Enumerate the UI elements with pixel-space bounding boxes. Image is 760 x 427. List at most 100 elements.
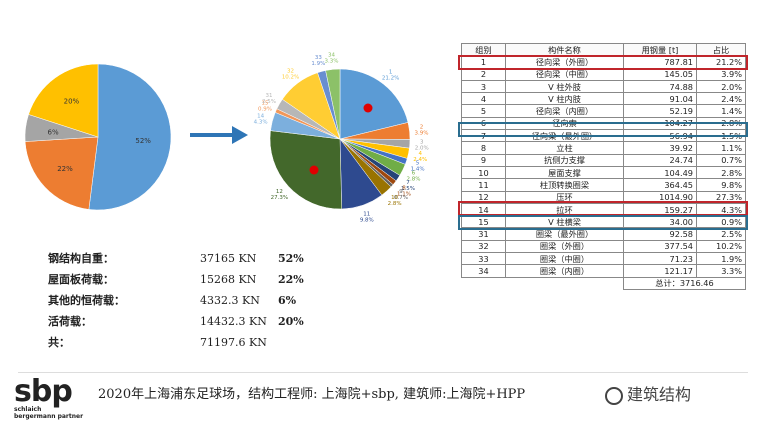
load-value: 15268 KN [200, 273, 257, 286]
slice-pct-label: 1.9% [311, 61, 325, 67]
slice-id-label: 7 [406, 180, 410, 186]
highlight-blue-row-6 [458, 122, 748, 137]
pie-slice [339, 68, 409, 140]
slice-pct-label: 3.9% [414, 130, 428, 136]
column-header: 构件名称 [505, 42, 624, 57]
table-cell: 34 [461, 264, 506, 278]
table-cell: 3 [461, 79, 506, 94]
table-cell: 24.74 [623, 153, 697, 167]
slice-pct-label: 3.3% [325, 58, 339, 64]
divider [18, 372, 748, 373]
table-cell: 52.19 [623, 104, 697, 118]
table-total: 总计：3716.46 [623, 276, 746, 290]
table-cell: V 柱外肢 [505, 79, 624, 94]
arrow-icon [190, 126, 248, 144]
load-label: 共： [48, 336, 70, 349]
table-cell: 抗侧力支撑 [505, 153, 624, 167]
slice-pct-label: 1.4% [411, 166, 425, 172]
slice-id-label: 14 [257, 113, 264, 119]
slice-id-label: 3 [420, 140, 424, 146]
slice-label: 6% [48, 128, 59, 136]
table-row: 32 圈梁（外圈） 377.54 10.2% [461, 239, 746, 254]
load-percent: 52% [278, 252, 304, 265]
table-cell: 3.3% [696, 264, 746, 278]
table-cell: 立柱 [505, 141, 624, 155]
table-cell: 0.7% [696, 153, 746, 167]
table-cell: 1.1% [696, 141, 746, 155]
table-cell: 2.4% [696, 92, 746, 106]
table-cell: 9.8% [696, 178, 746, 192]
logo-mark: sbp [14, 374, 73, 409]
logo-line1: schlaich [14, 406, 42, 413]
table-row: 33 圈梁（中圈） 71.23 1.9% [461, 252, 746, 266]
table-row: 34 圈梁（内圈） 121.17 3.3% [461, 264, 746, 278]
table-cell: 1.4% [696, 104, 746, 118]
table-cell: 4 [461, 92, 506, 106]
steel-table: 组别 构件名称 用钢量 [t] 占比 1 径向梁（外圈） 787.81 21.2% 2 径… [461, 42, 746, 290]
table-cell: 屋面支撑 [505, 165, 624, 180]
column-header: 用钢量 [t] [623, 42, 697, 57]
pie-chart-steel: 121.2%23.9%32.0%42.4%51.4%62.8%71.5%81.1… [254, 52, 429, 223]
table-row: 12 压环 1014.90 27.3% [461, 190, 746, 204]
table-cell: 5 [461, 104, 506, 118]
table-cell: 1.9% [696, 252, 746, 266]
table-cell: 圈梁（内圈） [505, 264, 624, 278]
table-cell: 柱顶转换圈梁 [505, 178, 624, 192]
table-cell: 9 [461, 153, 506, 167]
table-cell: 377.54 [623, 239, 697, 254]
load-label: 钢结构自重： [48, 252, 114, 265]
slice-pct-label: 10.2% [282, 75, 299, 81]
highlight-red-row-1 [458, 55, 748, 70]
load-value: 71197.6 KN [200, 336, 267, 349]
slice-pct-label: 9.8% [360, 217, 374, 223]
table-cell: 圈梁（外圈） [505, 239, 624, 254]
load-label: 活荷载： [48, 315, 92, 328]
slice-pct-label: 4.3% [254, 119, 268, 125]
slice-pct-label: 1.5% [401, 186, 415, 192]
load-value: 37165 KN [200, 252, 257, 265]
table-row: 5 径向梁（内圈） 52.19 1.4% [461, 104, 746, 118]
table-cell: V 柱内肢 [505, 92, 624, 106]
load-value: 4332.3 KN [200, 294, 260, 307]
table-cell: 74.88 [623, 79, 697, 94]
load-percent: 20% [278, 315, 304, 328]
load-percent: 6% [278, 294, 297, 307]
table-row: 9 抗侧力支撑 24.74 0.7% [461, 153, 746, 167]
pie-chart-loads: 52% 22% 6% 20% [24, 63, 172, 211]
slice-id-label: 4 [418, 151, 422, 157]
slice-pct-label: 2.4% [413, 157, 427, 163]
slice-id-label: 1 [389, 70, 393, 76]
wechat-icon [605, 386, 623, 405]
load-label: 屋面板荷载： [48, 273, 114, 286]
slice-id-label: 5 [416, 160, 420, 166]
table-row: 8 立柱 39.92 1.1% [461, 141, 746, 155]
table-cell: 圈梁（中圈） [505, 252, 624, 266]
highlight-red-row-12 [458, 201, 748, 216]
slice-label: 20% [64, 97, 80, 105]
table-header-row: 组别 构件名称 用钢量 [t] 占比 [461, 42, 746, 57]
pie-slice [88, 63, 172, 211]
slice-label: 52% [135, 137, 151, 145]
table-row: 15 V 柱横梁 34.00 0.9% [461, 215, 746, 229]
watermark: 建筑结构 [605, 381, 691, 405]
slice-id-label: 2 [420, 124, 424, 130]
load-value: 14432.3 KN [200, 315, 267, 328]
table-cell: 364.45 [623, 178, 697, 192]
sbp-logo: sbp schlaich bergermann partner [14, 374, 84, 421]
table-cell: 104.49 [623, 165, 697, 180]
table-body: 1 径向梁（外圈） 787.81 21.2% 2 径向梁（中圈） 145.05 3.9% 3 V … [461, 55, 746, 290]
slice-id-label: 8 [402, 185, 406, 191]
slice-pct-label: 21.2% [382, 76, 399, 82]
logo-line2: bergermann partner [14, 413, 84, 420]
slice-pct-label: 0.7% [394, 195, 408, 201]
pie-slice [269, 130, 343, 210]
slice-pct-label: 2.5% [262, 99, 276, 105]
table-row: 11 柱顶转换圈梁 364.45 9.8% [461, 178, 746, 192]
slice-pct-label: 2.0% [415, 146, 429, 152]
watermark-text: 建筑结构 [627, 385, 692, 404]
slice-id-label: 9 [399, 189, 403, 195]
slice-pct-label: 0.9% [258, 107, 272, 113]
table-cell [462, 277, 624, 289]
